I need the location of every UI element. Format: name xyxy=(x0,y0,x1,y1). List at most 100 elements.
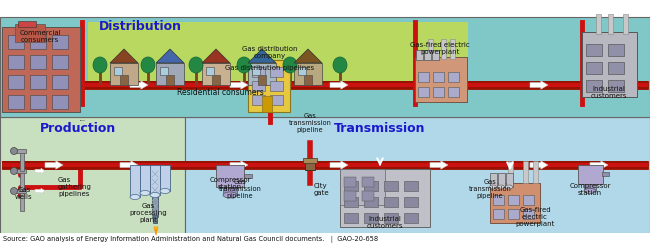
Ellipse shape xyxy=(333,57,347,73)
Bar xyxy=(52,75,68,89)
Bar xyxy=(523,161,528,183)
Bar xyxy=(30,95,46,109)
Bar xyxy=(416,50,423,60)
Bar xyxy=(18,21,36,27)
Polygon shape xyxy=(45,161,63,169)
Circle shape xyxy=(10,147,18,155)
Ellipse shape xyxy=(223,192,237,198)
Ellipse shape xyxy=(130,195,140,199)
Bar xyxy=(404,197,418,207)
Bar xyxy=(14,189,26,193)
Bar xyxy=(298,67,306,75)
Bar xyxy=(294,63,322,85)
Bar xyxy=(415,57,467,102)
Bar xyxy=(623,14,628,34)
Polygon shape xyxy=(330,161,348,169)
Polygon shape xyxy=(440,81,458,89)
Bar xyxy=(344,213,358,223)
Polygon shape xyxy=(430,161,448,169)
Bar xyxy=(270,95,283,105)
Text: Gas-fired electric
powerplant: Gas-fired electric powerplant xyxy=(410,42,470,55)
Bar xyxy=(262,96,272,112)
Bar xyxy=(344,191,356,201)
Bar xyxy=(270,67,283,77)
Bar xyxy=(450,39,455,59)
Bar xyxy=(52,95,68,109)
Bar xyxy=(2,161,648,163)
Ellipse shape xyxy=(141,57,155,73)
Bar xyxy=(448,72,459,82)
Bar xyxy=(160,165,170,191)
Bar xyxy=(384,197,398,207)
Bar xyxy=(340,169,430,227)
Text: Gas
gathering
pipelines: Gas gathering pipelines xyxy=(58,177,92,197)
Text: #1a1acc: #1a1acc xyxy=(80,120,86,121)
Bar xyxy=(252,95,265,105)
Bar xyxy=(252,67,260,75)
Bar xyxy=(114,67,122,75)
Bar xyxy=(533,161,538,183)
Bar xyxy=(582,32,637,97)
Bar xyxy=(20,191,24,211)
Bar xyxy=(364,181,378,191)
Bar xyxy=(441,39,446,59)
Bar xyxy=(578,165,603,184)
Polygon shape xyxy=(590,161,608,169)
Bar xyxy=(160,67,168,75)
Bar xyxy=(244,174,252,178)
Bar xyxy=(523,195,534,205)
Text: Gas
transmission
pipeline: Gas transmission pipeline xyxy=(289,113,332,133)
Bar xyxy=(608,80,624,92)
Ellipse shape xyxy=(140,191,150,196)
Bar xyxy=(20,171,24,191)
Bar xyxy=(30,55,46,69)
Circle shape xyxy=(10,187,18,195)
Bar xyxy=(15,24,45,42)
Bar xyxy=(364,197,378,207)
Text: Distribution: Distribution xyxy=(99,20,181,33)
Bar xyxy=(120,75,128,85)
Bar xyxy=(362,191,374,201)
Bar xyxy=(433,72,444,82)
Bar xyxy=(2,81,648,89)
Ellipse shape xyxy=(497,185,504,189)
Polygon shape xyxy=(330,81,348,89)
Text: Transmission: Transmission xyxy=(334,122,426,135)
Text: Compressor
station: Compressor station xyxy=(209,177,251,190)
Bar xyxy=(432,50,439,60)
Bar xyxy=(305,160,315,170)
Polygon shape xyxy=(110,49,138,63)
Bar xyxy=(166,75,174,85)
Bar xyxy=(206,67,214,75)
Bar xyxy=(586,44,602,56)
Bar xyxy=(130,165,140,197)
Bar xyxy=(602,172,609,176)
Bar xyxy=(428,39,433,59)
Bar xyxy=(0,17,650,117)
Polygon shape xyxy=(35,188,45,194)
Ellipse shape xyxy=(506,185,512,189)
Polygon shape xyxy=(530,81,548,89)
Polygon shape xyxy=(120,161,138,169)
Bar xyxy=(152,165,158,217)
Bar xyxy=(8,35,24,49)
Bar xyxy=(150,165,160,195)
Bar xyxy=(248,63,276,85)
Circle shape xyxy=(10,168,18,174)
Bar xyxy=(156,63,184,85)
Polygon shape xyxy=(156,49,184,63)
Bar xyxy=(270,81,283,91)
Bar xyxy=(490,173,497,187)
Bar xyxy=(424,50,431,60)
Ellipse shape xyxy=(237,57,251,73)
Bar xyxy=(498,173,505,187)
Bar xyxy=(433,87,444,97)
Bar xyxy=(418,87,429,97)
Polygon shape xyxy=(154,227,158,235)
Bar xyxy=(608,14,613,34)
Bar xyxy=(52,35,68,49)
Bar xyxy=(185,117,650,237)
Bar xyxy=(110,63,138,85)
Bar xyxy=(404,181,418,191)
Bar xyxy=(248,60,290,112)
